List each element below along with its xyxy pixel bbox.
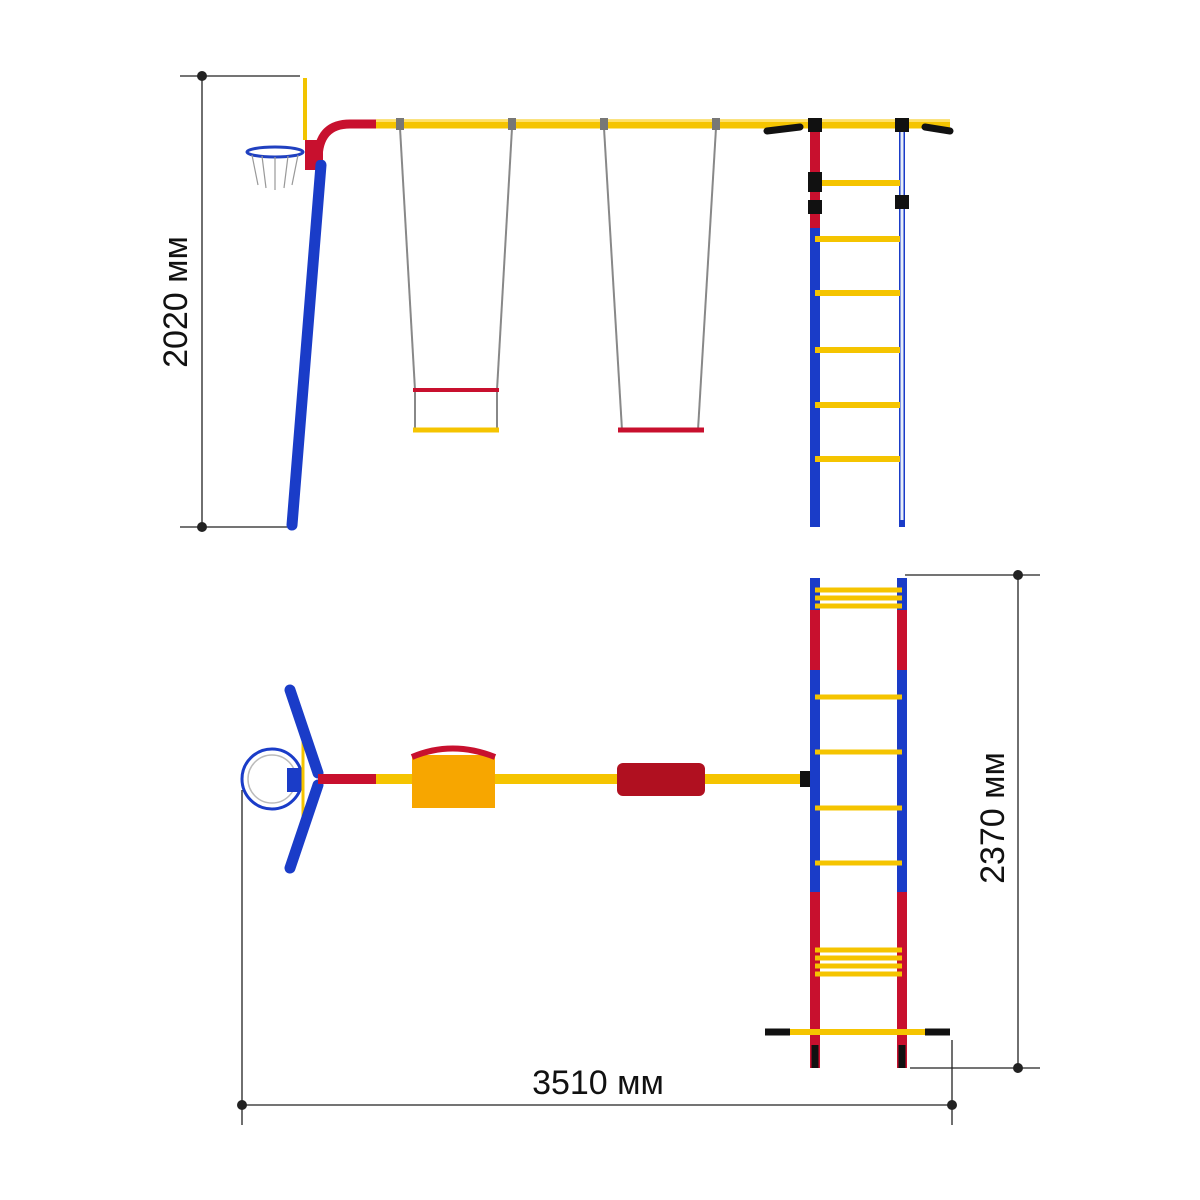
top-view: 2370 мм 3510 мм — [237, 570, 1040, 1125]
length-label: 3510 мм — [532, 1064, 664, 1102]
depth-label: 2370 мм — [974, 752, 1012, 884]
height-label: 2020 мм — [157, 236, 195, 368]
front-view: 2020 мм — [157, 71, 954, 532]
